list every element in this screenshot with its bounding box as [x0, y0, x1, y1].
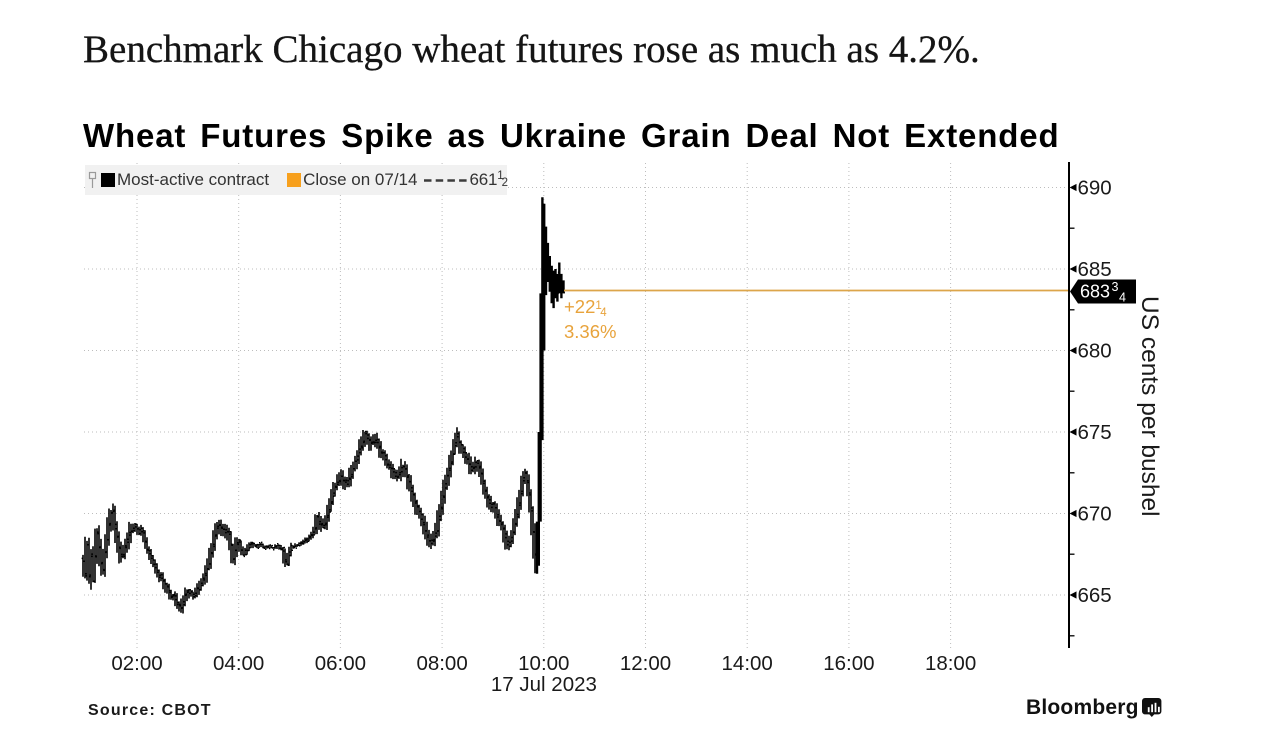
svg-text:US cents per bushel: US cents per bushel: [1136, 296, 1163, 517]
svg-text:02:00: 02:00: [111, 652, 162, 675]
svg-text:690: 690: [1078, 177, 1112, 200]
svg-text:14:00: 14:00: [722, 652, 773, 675]
svg-text:675: 675: [1078, 421, 1112, 444]
svg-text:670: 670: [1078, 503, 1112, 526]
svg-text:18:00: 18:00: [925, 652, 976, 675]
svg-text:06:00: 06:00: [315, 652, 366, 675]
svg-text:08:00: 08:00: [416, 652, 467, 675]
svg-text:10:00: 10:00: [518, 652, 569, 675]
svg-text:17 Jul 2023: 17 Jul 2023: [491, 673, 597, 696]
svg-text:16:00: 16:00: [823, 652, 874, 675]
svg-text:12:00: 12:00: [620, 652, 671, 675]
svg-text:680: 680: [1078, 340, 1112, 363]
svg-text:685: 685: [1078, 258, 1112, 281]
svg-text:683: 683: [1080, 282, 1110, 302]
svg-text:4: 4: [1119, 291, 1126, 305]
svg-text:3: 3: [1112, 280, 1119, 294]
svg-text:665: 665: [1078, 584, 1112, 607]
svg-text:04:00: 04:00: [213, 652, 264, 675]
